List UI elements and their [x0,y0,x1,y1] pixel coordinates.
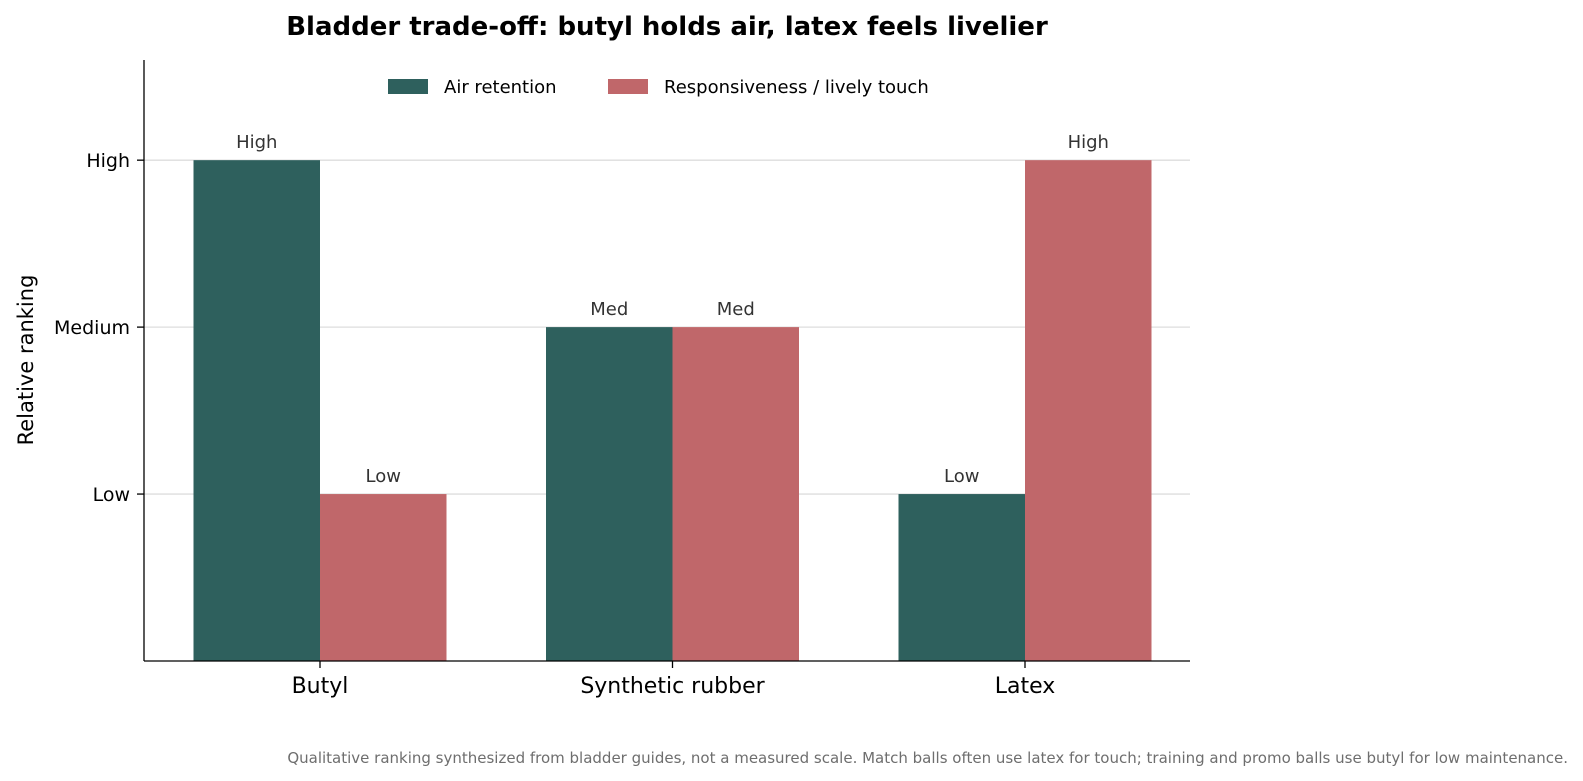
bar-responsiveness-latex [1025,160,1152,661]
x-tick-label: Synthetic rubber [580,674,765,699]
legend-swatch-air-retention [388,79,428,94]
x-ticks: Butyl Synthetic rubber Latex [292,661,1056,699]
y-tick-label: Low [93,484,130,506]
bar-responsiveness-butyl [320,494,447,661]
y-tick-label: High [86,150,130,172]
bar-value-label: Med [590,299,628,320]
bar-value-label: High [236,132,277,153]
legend-label: Responsiveness / lively touch [664,77,929,98]
footnote: Qualitative ranking synthesized from bla… [287,749,1568,767]
bar-value-label: High [1068,132,1109,153]
bar-air-retention-butyl [193,160,320,661]
y-axis-label: Relative ranking [14,275,38,446]
x-tick-label: Butyl [292,674,349,699]
chart-title: Bladder trade-off: butyl holds air, late… [286,12,1048,42]
bar-value-label: Low [366,466,401,487]
bar-value-label: Med [717,299,755,320]
x-tick-label: Latex [995,674,1056,699]
legend-swatch-responsiveness [608,79,648,94]
legend: Air retention Responsiveness / lively tou… [388,77,929,98]
bar-air-retention-latex [898,494,1025,661]
bar-labels: High Low Med Med Low High [236,132,1109,487]
y-ticks: Low Medium High [54,150,144,506]
bar-value-label: Low [944,466,979,487]
bar-responsiveness-synthetic-rubber [672,327,799,661]
bars [193,160,1152,661]
y-tick-label: Medium [54,317,130,339]
bar-air-retention-synthetic-rubber [546,327,673,661]
legend-label: Air retention [444,77,557,98]
